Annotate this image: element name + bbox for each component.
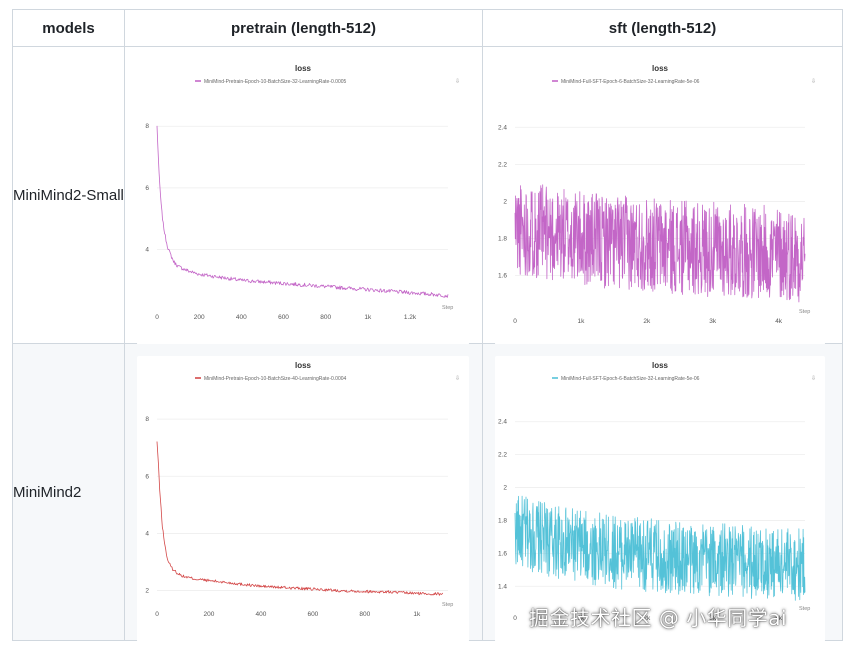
y-tick-label: 4 xyxy=(145,530,149,537)
legend-label: MiniMind-Full-SFT-Epoch-6-BatchSize-32-L… xyxy=(561,79,700,85)
legend-label: MiniMind-Pretrain-Epoch-10-BatchSize-32-… xyxy=(204,79,347,85)
loss-chart: loss MiniMind-Pretrain-Epoch-10-BatchSize… xyxy=(137,59,469,344)
cell-small-sft: loss MiniMind-Full-SFT-Epoch-6-BatchSize-… xyxy=(482,46,843,344)
download-icon: ⇩ xyxy=(811,78,816,85)
x-tick-label: 600 xyxy=(307,611,318,618)
x-tick-label: 400 xyxy=(236,314,247,321)
y-tick-label: 2.4 xyxy=(498,124,507,131)
x-tick-label: 1k xyxy=(364,314,372,321)
loss-series-line xyxy=(514,495,806,601)
y-tick-label: 8 xyxy=(145,123,149,130)
x-tick-label: 600 xyxy=(278,314,289,321)
chart-title: loss xyxy=(652,64,669,73)
chart-card xyxy=(495,356,825,641)
x-tick-label: 2k xyxy=(643,318,651,325)
results-table: models pretrain (length-512) sft (length… xyxy=(12,9,843,641)
y-tick-label: 2.2 xyxy=(498,161,507,168)
watermark: 掘金技术社区 @ 小华同学ai xyxy=(529,606,788,630)
cell-base-sft: loss MiniMind-Full-SFT-Epoch-6-BatchSize-… xyxy=(482,343,843,641)
step-label: Step xyxy=(799,606,810,612)
download-icon: ⇩ xyxy=(455,375,460,382)
step-label: Step xyxy=(442,305,453,311)
x-tick-label: 2k xyxy=(643,615,651,622)
x-tick-label: 200 xyxy=(204,611,215,618)
x-tick-label: 1k xyxy=(577,318,585,325)
header-models: models xyxy=(12,9,125,47)
x-tick-label: 0 xyxy=(513,615,517,622)
y-tick-label: 1.8 xyxy=(498,517,507,524)
download-icon: ⇩ xyxy=(811,375,816,382)
x-tick-label: 200 xyxy=(194,314,205,321)
x-tick-label: 4k xyxy=(775,318,783,325)
y-tick-label: 1.6 xyxy=(498,550,507,557)
row-label-small: MiniMind2-Small xyxy=(12,46,125,344)
step-label: Step xyxy=(442,602,453,608)
x-tick-label: 0 xyxy=(155,611,159,618)
loss-chart: loss MiniMind-Full-SFT-Epoch-6-BatchSize-… xyxy=(495,59,825,344)
y-tick-label: 8 xyxy=(145,416,149,423)
y-tick-label: 2.2 xyxy=(498,452,507,459)
x-tick-label: 3k xyxy=(709,615,717,622)
y-tick-label: 1.4 xyxy=(498,583,507,590)
legend-label: MiniMind-Pretrain-Epoch-10-BatchSize-40-… xyxy=(204,376,347,382)
legend: MiniMind-Pretrain-Epoch-10-BatchSize-32-… xyxy=(195,79,347,85)
header-sft: sft (length-512) xyxy=(482,9,843,47)
legend: MiniMind-Full-SFT-Epoch-6-BatchSize-32-L… xyxy=(552,79,700,85)
download-icon: ⇩ xyxy=(455,78,460,85)
y-tick-label: 2 xyxy=(503,198,507,205)
legend: MiniMind-Pretrain-Epoch-10-BatchSize-40-… xyxy=(195,376,347,382)
legend-label: MiniMind-Full-SFT-Epoch-6-BatchSize-32-L… xyxy=(561,376,700,382)
loss-chart: loss MiniMind-Pretrain-Epoch-10-BatchSize… xyxy=(137,356,469,641)
row-label-base: MiniMind2 xyxy=(12,343,125,641)
chart-card xyxy=(137,59,469,344)
y-tick-label: 6 xyxy=(145,185,149,192)
cell-small-pretrain: loss MiniMind-Pretrain-Epoch-10-BatchSize… xyxy=(124,46,483,344)
x-tick-label: 800 xyxy=(359,611,370,618)
loss-series-line xyxy=(156,125,449,298)
header-pretrain: pretrain (length-512) xyxy=(124,9,483,47)
y-tick-label: 2 xyxy=(145,588,149,595)
y-tick-label: 2 xyxy=(503,485,507,492)
x-tick-label: 3k xyxy=(709,318,717,325)
x-tick-label: 0 xyxy=(155,314,159,321)
y-tick-label: 2.4 xyxy=(498,419,507,426)
x-tick-label: 800 xyxy=(320,314,331,321)
loss-series-line xyxy=(156,441,444,596)
x-tick-label: 0 xyxy=(513,318,517,325)
x-tick-label: 1k xyxy=(413,611,421,618)
step-label: Step xyxy=(799,309,810,315)
x-tick-label: 4k xyxy=(775,615,783,622)
x-tick-label: 400 xyxy=(255,611,266,618)
x-tick-label: 1.2k xyxy=(404,314,417,321)
legend: MiniMind-Full-SFT-Epoch-6-BatchSize-32-L… xyxy=(552,376,700,382)
y-tick-label: 6 xyxy=(145,473,149,480)
chart-card xyxy=(137,356,469,641)
cell-base-pretrain: loss MiniMind-Pretrain-Epoch-10-BatchSize… xyxy=(124,343,483,641)
loss-chart: loss MiniMind-Full-SFT-Epoch-6-BatchSize-… xyxy=(495,356,825,641)
x-tick-label: 1k xyxy=(577,615,585,622)
y-tick-label: 1.8 xyxy=(498,236,507,243)
chart-title: loss xyxy=(652,361,669,370)
loss-series-line xyxy=(514,184,806,303)
y-tick-label: 1.6 xyxy=(498,273,507,280)
y-tick-label: 4 xyxy=(145,247,149,254)
chart-title: loss xyxy=(295,361,312,370)
chart-title: loss xyxy=(295,64,312,73)
